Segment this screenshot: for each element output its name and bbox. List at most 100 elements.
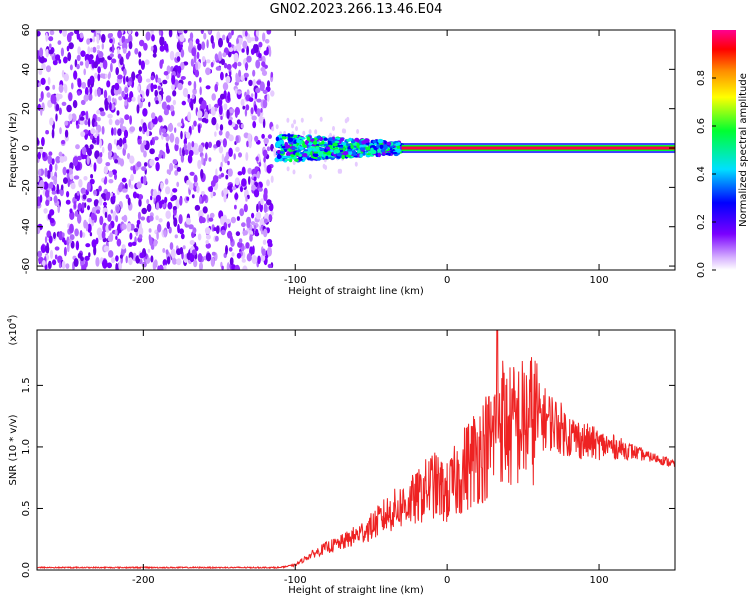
- heatmap-cell: [99, 138, 102, 149]
- heatmap-cell: [221, 153, 225, 163]
- heatmap-cell: [191, 93, 195, 100]
- heatmap-cell: [226, 218, 231, 224]
- heatmap-cell: [359, 144, 364, 149]
- heatmap-cell: [218, 130, 223, 136]
- heatmap-cell: [193, 174, 198, 183]
- x-tick-label: 100: [590, 275, 609, 286]
- heatmap-cell: [172, 206, 177, 211]
- heatmap-cell: [334, 149, 340, 154]
- heatmap-cell: [44, 236, 48, 244]
- heatmap-cell: [97, 73, 101, 82]
- heatmap-cell: [53, 231, 56, 240]
- heatmap-cell: [150, 45, 154, 52]
- heatmap-cell: [275, 124, 279, 130]
- heatmap-cell: [84, 86, 89, 96]
- heatmap-cell: [71, 82, 74, 90]
- heatmap-cell: [213, 227, 217, 232]
- heatmap-cell: [341, 154, 345, 160]
- heatmap-cell: [38, 98, 43, 102]
- heatmap-cell: [313, 140, 318, 145]
- snr-y-ticks: 0.0 0.5 1.0 1.5: [21, 377, 675, 578]
- heatmap-cell: [113, 138, 117, 145]
- x-tick-label: 100: [590, 575, 609, 586]
- y-tick-label: -40: [21, 219, 32, 235]
- heatmap-cell: [61, 69, 65, 78]
- heatmap-cell: [117, 128, 122, 137]
- heatmap-cell: [51, 190, 57, 195]
- heatmap-cell: [153, 239, 158, 247]
- heatmap-cell: [187, 80, 192, 86]
- heatmap-cell: [142, 108, 148, 117]
- heatmap-cell: [382, 144, 388, 149]
- heatmap-cell: [111, 97, 115, 103]
- heatmap-cell: [103, 201, 107, 207]
- heatmap-cell: [74, 210, 79, 217]
- heatmap-cell: [233, 52, 239, 63]
- heatmap-cell: [223, 187, 229, 195]
- heatmap-cell: [228, 119, 233, 126]
- heatmap-cell: [254, 135, 259, 142]
- heatmap-cell: [120, 122, 123, 131]
- heatmap-cell: [76, 190, 80, 196]
- heatmap-cell: [146, 203, 152, 212]
- heatmap-cell: [103, 245, 110, 252]
- heatmap-cell: [361, 140, 367, 145]
- heatmap-cell: [199, 262, 203, 270]
- heatmap-cell: [107, 214, 112, 222]
- heatmap-cell: [226, 109, 230, 119]
- heatmap-cell: [138, 51, 142, 58]
- heatmap-cell: [188, 182, 194, 191]
- heatmap-cell: [85, 243, 91, 248]
- heatmap-cell: [201, 155, 204, 165]
- heatmap-cell: [308, 129, 312, 135]
- heatmap-cell: [45, 85, 50, 91]
- heatmap-cell: [54, 163, 58, 172]
- heatmap-cell: [137, 85, 141, 92]
- heatmap-cell: [295, 152, 300, 156]
- heatmap-cell: [241, 258, 246, 263]
- heatmap-cell: [173, 164, 179, 169]
- heatmap-cell: [167, 201, 173, 210]
- heatmap-cell: [45, 199, 50, 206]
- heatmap-cell: [328, 137, 333, 142]
- heatmap-cell: [324, 165, 328, 170]
- heatmap-cell: [191, 249, 197, 256]
- heatmap-cell: [61, 232, 65, 238]
- heatmap-cell: [83, 219, 87, 229]
- heatmap-cell: [74, 30, 80, 35]
- heatmap-cell: [104, 102, 109, 111]
- heatmap-cell: [237, 37, 243, 43]
- heatmap-cell: [77, 213, 82, 224]
- heatmap-cell: [45, 65, 52, 73]
- heatmap-cell: [191, 141, 195, 148]
- heatmap-cell: [272, 148, 276, 153]
- heatmap-cell: [185, 131, 191, 140]
- heatmap-cell: [204, 152, 208, 162]
- heatmap-cell: [158, 90, 164, 96]
- spectrogram-heatmap: [37, 30, 675, 270]
- heatmap-cell: [39, 55, 45, 64]
- heatmap-cell: [145, 88, 150, 97]
- heatmap-cell: [220, 172, 225, 178]
- heatmap-cell: [102, 259, 108, 269]
- heatmap-cell: [336, 153, 343, 157]
- heatmap-cell: [100, 111, 106, 117]
- heatmap-cell: [158, 218, 163, 223]
- heatmap-cell: [49, 43, 52, 49]
- heatmap-cell: [162, 79, 168, 85]
- heatmap-cell: [128, 242, 133, 247]
- heatmap-cell: [162, 248, 166, 253]
- heatmap-cell: [319, 116, 323, 122]
- heatmap-cell: [214, 107, 218, 112]
- heatmap-cell: [233, 153, 236, 160]
- heatmap-cell: [45, 32, 48, 42]
- heatmap-cell: [146, 129, 150, 137]
- heatmap-cell: [95, 237, 99, 245]
- heatmap-cell: [323, 137, 328, 141]
- heatmap-cell: [107, 73, 111, 80]
- heatmap-cell: [58, 84, 64, 93]
- heatmap-cell: [329, 132, 332, 138]
- heatmap-cell: [41, 244, 45, 254]
- heatmap-cell: [195, 62, 199, 71]
- heatmap-cell: [254, 90, 258, 100]
